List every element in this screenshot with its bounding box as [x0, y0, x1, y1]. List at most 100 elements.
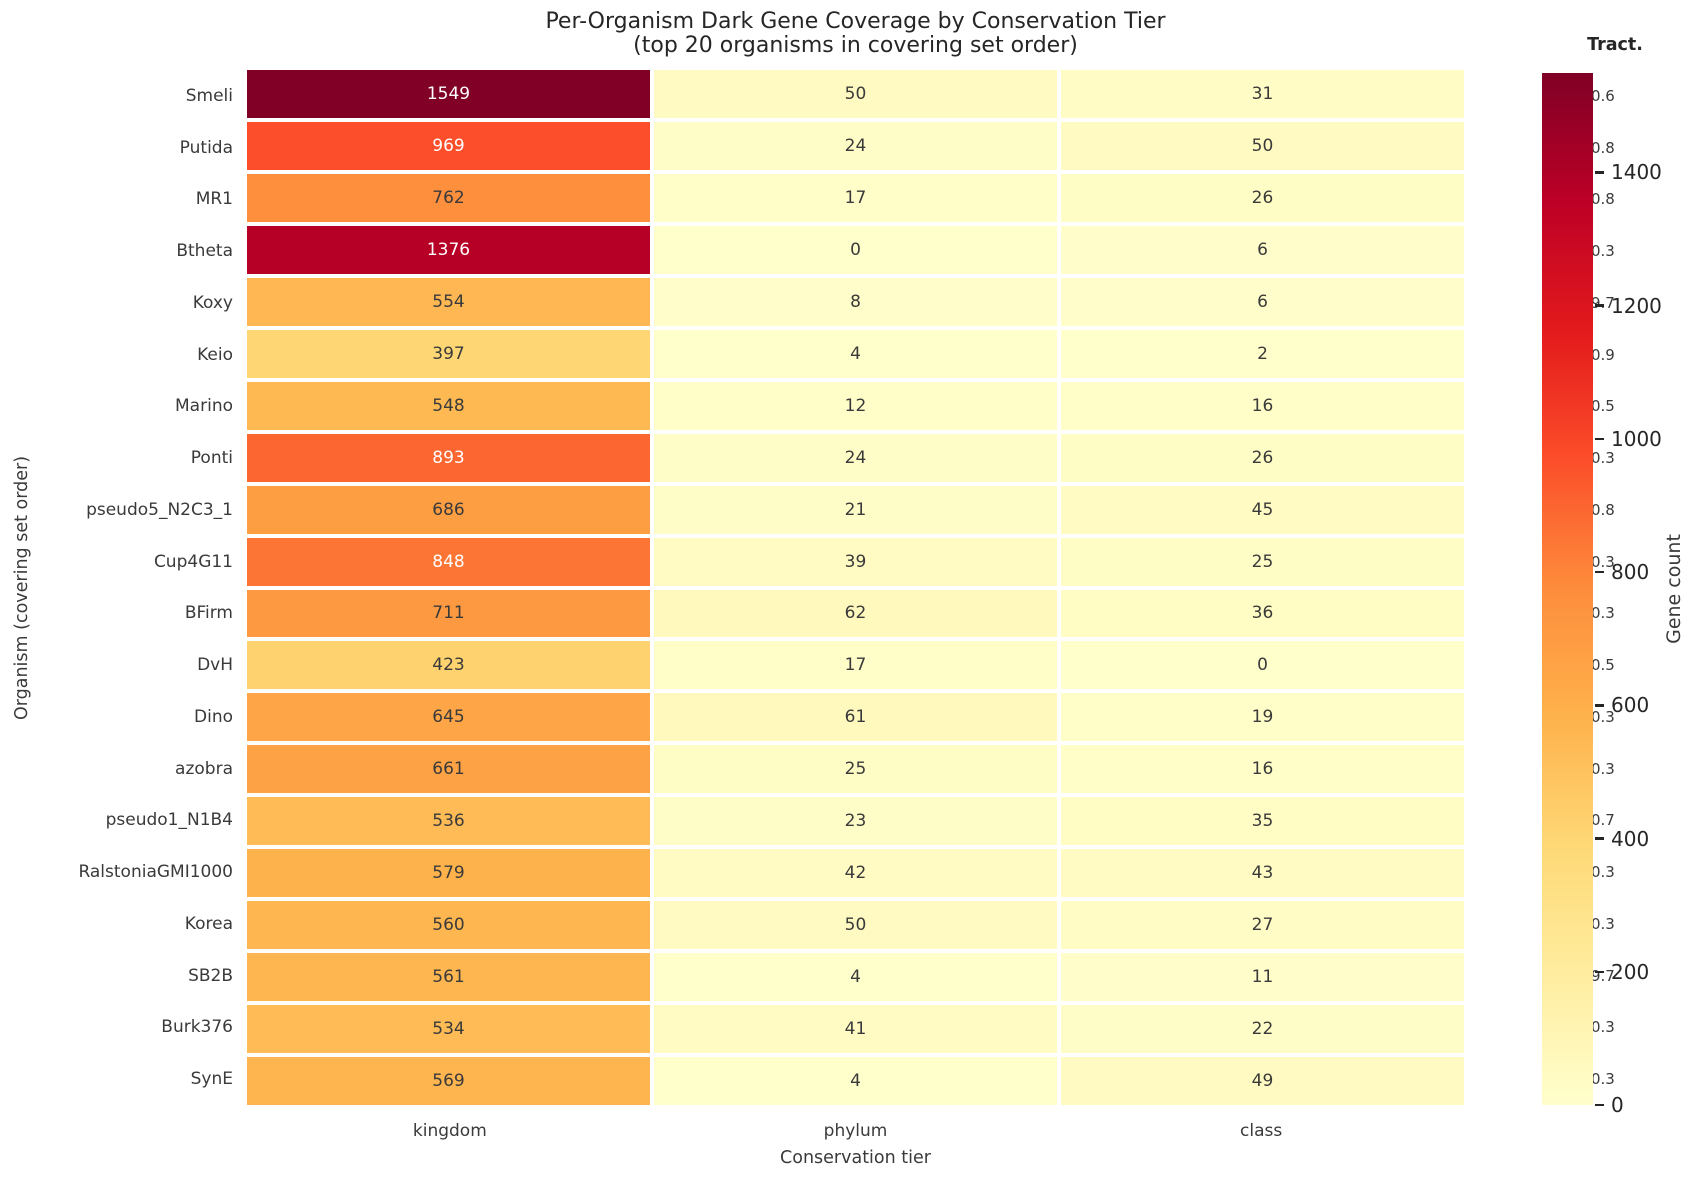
tract-value: 0.3 — [1591, 604, 1615, 623]
heatmap-cell: 8 — [654, 277, 1057, 326]
heatmap-cell: 534 — [247, 1005, 650, 1054]
colorbar-tick-label: 0 — [1611, 1093, 1624, 1117]
heatmap-cell: 554 — [247, 277, 650, 326]
heatmap-cell: 16 — [1061, 381, 1464, 430]
y-tick-label: Smeli — [185, 85, 233, 106]
y-tick-label: pseudo5_N2C3_1 — [86, 499, 233, 520]
heatmap-cell: 423 — [247, 641, 650, 690]
y-tick-label: Marino — [175, 396, 233, 417]
y-tick-label: RalstoniaGMI1000 — [78, 862, 233, 883]
heatmap-cell: 27 — [1061, 901, 1464, 950]
heatmap-cell: 50 — [654, 901, 1057, 950]
y-tick-label: SynE — [190, 1069, 233, 1090]
heatmap-cell: 6 — [1061, 225, 1464, 274]
colorbar-tick-mark — [1595, 171, 1604, 174]
heatmap-cell: 25 — [1061, 537, 1464, 586]
heatmap-cell: 35 — [1061, 797, 1464, 846]
tract-value: 0.3 — [1591, 1018, 1615, 1037]
tract-value: 0.3 — [1591, 242, 1615, 261]
heatmap-cell: 50 — [654, 70, 1057, 118]
y-tick-label: BFirm — [184, 603, 233, 624]
chart-title-line2: (top 20 organisms in covering set order) — [633, 33, 1078, 58]
heatmap-cell: 0 — [1061, 641, 1464, 690]
tract-value: 0.3 — [1591, 707, 1615, 726]
heatmap-cell: 560 — [247, 901, 650, 950]
tract-value: 0.3 — [1591, 449, 1615, 468]
tract-value: 0.3 — [1591, 914, 1615, 933]
tract-value: 0.3 — [1591, 1070, 1615, 1089]
x-tick-label: phylum — [823, 1121, 888, 1141]
tract-value: 0.8 — [1591, 138, 1615, 157]
heatmap-cell: 686 — [247, 485, 650, 534]
heatmap-cell: 2 — [1061, 329, 1464, 378]
tract-value: 0.7 — [1591, 811, 1615, 830]
heatmap-cell: 661 — [247, 745, 650, 794]
colorbar-tick-mark — [1595, 437, 1604, 440]
y-tick-label: pseudo1_N1B4 — [105, 810, 233, 831]
y-tick-label: Burk376 — [161, 1017, 233, 1038]
tract-value: 0.8 — [1591, 500, 1615, 519]
heatmap-cell: 42 — [654, 849, 1057, 898]
tract-value: 0.3 — [1591, 552, 1615, 571]
colorbar-axis-label-text: Gene count — [1663, 534, 1685, 644]
heatmap-cell: 21 — [654, 485, 1057, 534]
colorbar-title: Tract. — [1587, 35, 1643, 55]
colorbar-tick-label: 800 — [1611, 560, 1650, 584]
heatmap-cell: 62 — [654, 589, 1057, 638]
tract-value: 0.5 — [1591, 656, 1615, 675]
heatmap-cell: 25 — [654, 745, 1057, 794]
y-tick-label: Ponti — [190, 448, 233, 469]
y-tick-label: Cup4G11 — [153, 551, 233, 572]
heatmap-cell: 12 — [654, 381, 1057, 430]
heatmap-cell: 31 — [1061, 70, 1464, 118]
heatmap-cell: 4 — [654, 953, 1057, 1002]
x-tick-label: class — [1240, 1121, 1283, 1141]
tract-value: 9.7 — [1591, 293, 1615, 312]
heatmap-cell: 6 — [1061, 277, 1464, 326]
heatmap-cell: 0 — [654, 225, 1057, 274]
x-axis-title: Conservation tier — [780, 1148, 931, 1168]
heatmap-cell: 17 — [654, 641, 1057, 690]
heatmap-cell: 848 — [247, 537, 650, 586]
colorbar-tick-mark — [1595, 837, 1604, 840]
heatmap-cell: 645 — [247, 693, 650, 742]
x-tick-label: kingdom — [412, 1121, 487, 1141]
y-tick-label: DvH — [197, 655, 233, 676]
y-tick-label: SB2B — [188, 965, 233, 986]
tract-value: 0.5 — [1591, 397, 1615, 416]
heatmap-cell: 19 — [1061, 693, 1464, 742]
heatmap-cell: 26 — [1061, 173, 1464, 222]
heatmap-cell: 17 — [654, 173, 1057, 222]
heatmap-cell: 23 — [654, 797, 1057, 846]
heatmap-cell: 61 — [654, 693, 1057, 742]
y-tick-label: MR1 — [195, 189, 233, 210]
colorbar-tick-mark — [1595, 1103, 1604, 1107]
heatmap-cell: 41 — [654, 1005, 1057, 1054]
colorbar-tick-label: 1400 — [1611, 160, 1662, 185]
heatmap-cell: 536 — [247, 797, 650, 846]
y-axis-title-text: Organism (covering set order) — [12, 455, 32, 721]
heatmap-cell: 569 — [247, 1057, 650, 1105]
tract-value: 0.3 — [1591, 759, 1615, 778]
heatmap-grid: 1549 50 31 969 24 50 762 17 26 1376 0 6 554 8 6 397 4 2 54… — [247, 70, 1464, 1105]
heatmap-cell: 50 — [1061, 121, 1464, 170]
heatmap-cell: 43 — [1061, 849, 1464, 898]
heatmap-cell: 24 — [654, 121, 1057, 170]
colorbar-tick-mark — [1595, 570, 1604, 574]
colorbar-tick-label: 600 — [1611, 693, 1650, 718]
heatmap-cell: 39 — [654, 537, 1057, 586]
heatmap-cell: 49 — [1061, 1057, 1464, 1105]
chart-title: Per-Organism Dark Gene Coverage by Conse… — [247, 10, 1464, 58]
heatmap-cell: 969 — [247, 121, 650, 170]
colorbar-tick-mark — [1595, 304, 1604, 307]
colorbar-tick-mark — [1595, 970, 1604, 973]
colorbar-tick-label: 1200 — [1611, 293, 1662, 318]
heatmap-cell: 16 — [1061, 745, 1464, 794]
heatmap-cell: 26 — [1061, 433, 1464, 482]
heatmap-cell: 4 — [654, 1057, 1057, 1105]
heatmap-cell: 22 — [1061, 1005, 1464, 1054]
y-tick-label: Dino — [194, 706, 233, 727]
heatmap-cell: 893 — [247, 433, 650, 482]
heatmap-cell: 711 — [247, 589, 650, 638]
heatmap-cell: 762 — [247, 173, 650, 222]
